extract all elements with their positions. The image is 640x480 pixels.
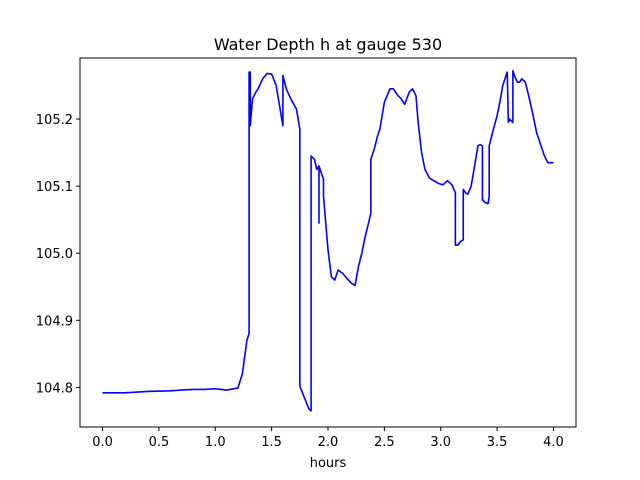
x-tick-label: 0.0 [92,435,113,450]
x-tick-label: 4.0 [543,435,564,450]
y-tick-label: 105.0 [36,247,73,262]
x-tick-label: 1.0 [205,435,226,450]
x-tick-label: 0.5 [149,435,170,450]
x-tick-label: 3.5 [487,435,508,450]
series-layer [102,69,554,412]
x-axis-label: hours [310,456,347,471]
x-axis-ticks: 0.0 0.5 1.0 1.5 2.0 2.5 3.0 3.5 4.0 [92,427,564,450]
y-tick-label: 104.9 [36,314,73,329]
x-tick-label: 2.5 [374,435,395,450]
y-tick-label: 105.2 [36,113,73,128]
chart-title: Water Depth h at gauge 530 [214,35,442,54]
y-tick-label: 105.1 [36,180,73,195]
y-tick-label: 104.8 [36,381,73,396]
series-line-0 [102,69,554,412]
x-tick-label: 2.0 [318,435,339,450]
y-axis-ticks: 104.8 104.9 105.0 105.1 105.2 [36,113,80,396]
x-tick-label: 3.0 [430,435,451,450]
x-tick-label: 1.5 [261,435,282,450]
